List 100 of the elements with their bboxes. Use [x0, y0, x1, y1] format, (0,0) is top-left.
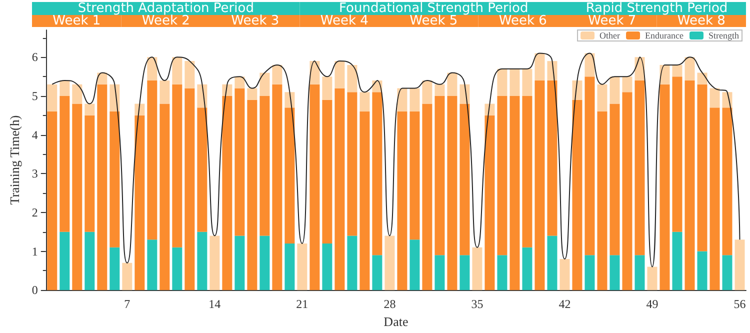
x-tick-label: 56: [734, 297, 746, 312]
text: Rapid Strength Period: [586, 1, 728, 16]
x-tick-label: 7: [124, 297, 130, 312]
bar: [572, 100, 582, 290]
bar: [284, 108, 295, 244]
bar: [534, 53, 545, 80]
bar: [110, 247, 120, 290]
legend-label: Strength: [708, 30, 740, 40]
bar: [422, 104, 432, 290]
bar: [484, 115, 495, 290]
text: Week 7: [588, 14, 636, 28]
bar: [172, 57, 182, 84]
bar: [697, 72, 708, 84]
text: Week 6: [498, 14, 547, 28]
bar: [584, 53, 595, 77]
bar: [97, 84, 108, 290]
bar: [134, 115, 145, 290]
bar: [410, 112, 420, 240]
bar: [60, 96, 70, 232]
text: Week 3: [231, 14, 280, 28]
y-tick-label: 1: [32, 244, 38, 258]
bar: [210, 236, 220, 290]
bar: [234, 76, 245, 88]
bar: [472, 247, 482, 290]
y-tick-label: 6: [32, 50, 38, 64]
bar: [610, 76, 620, 104]
bar: [347, 64, 358, 92]
bar: [660, 84, 670, 290]
bar: [247, 88, 258, 100]
bar: [710, 108, 720, 290]
bar: [147, 80, 158, 240]
bar: [497, 68, 508, 96]
x-tick-label: 28: [384, 297, 396, 312]
bar: [597, 84, 608, 112]
bar: [84, 104, 95, 116]
bar: [610, 104, 620, 256]
text: Week 8: [677, 14, 726, 28]
bar: [84, 232, 95, 290]
y-tick-label: 0: [32, 283, 38, 298]
bar: [84, 115, 95, 232]
bar: [684, 80, 695, 290]
bar: [297, 244, 308, 290]
y-tick-label: 4: [32, 128, 38, 142]
bar: [222, 96, 232, 290]
bar: [672, 232, 682, 290]
bar: [647, 266, 658, 290]
bar: [160, 104, 170, 290]
bar: [497, 255, 508, 290]
text: Foundational Strength Period: [339, 1, 528, 16]
bar: [272, 84, 282, 290]
bar: [260, 96, 270, 236]
bar: [522, 96, 532, 248]
bar: [360, 112, 370, 290]
bar: [334, 88, 345, 290]
bar: [284, 244, 295, 290]
bar: [410, 240, 420, 290]
bar: [334, 61, 345, 88]
bar: [572, 80, 582, 100]
bar: [284, 92, 295, 108]
bar: [460, 104, 470, 256]
bar: [697, 251, 708, 290]
bar: [322, 76, 332, 100]
bar: [60, 232, 70, 290]
bar: [660, 64, 670, 84]
y-axis-title: Training Time(h): [7, 115, 22, 205]
bar: [522, 68, 532, 96]
bar: [447, 96, 458, 290]
bar: [710, 88, 720, 108]
legend-label: Endurance: [645, 30, 684, 40]
x-axis-title: Date: [384, 314, 408, 329]
bar: [460, 84, 470, 104]
bar: [584, 255, 595, 290]
bar: [684, 57, 695, 80]
text: Strength Adaptation Period: [78, 1, 254, 16]
bar: [622, 76, 632, 92]
x-tick-label: 21: [296, 297, 308, 312]
text: Week 2: [142, 14, 190, 28]
x-tick-label: 14: [208, 297, 221, 312]
bar: [534, 80, 545, 290]
bar: [322, 100, 332, 244]
bar: [197, 232, 208, 290]
bar: [597, 112, 608, 290]
y-tick-label: 5: [32, 88, 38, 103]
bar: [260, 236, 270, 290]
bar: [610, 255, 620, 290]
bar: [347, 92, 358, 236]
bar: [347, 236, 358, 290]
bar: [272, 64, 282, 84]
bar: [397, 112, 408, 290]
bar: [560, 259, 570, 290]
bar: [622, 92, 632, 290]
bar: [510, 96, 520, 290]
bar: [734, 240, 745, 290]
bar: [672, 76, 682, 232]
text: Week 5: [410, 14, 458, 28]
bar: [372, 92, 382, 256]
bar: [184, 88, 195, 290]
bar: [147, 240, 158, 290]
bar: [697, 84, 708, 252]
bar: [197, 108, 208, 232]
